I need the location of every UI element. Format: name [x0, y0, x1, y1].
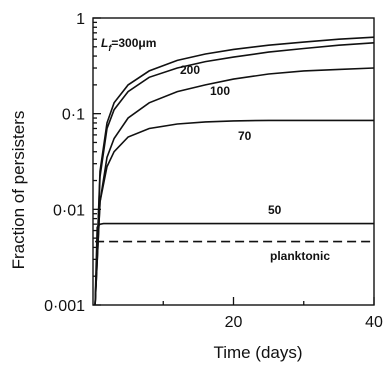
- y-tick-label: 0·001: [44, 298, 85, 315]
- x-tick-label: 20: [225, 314, 243, 331]
- series-line: [94, 36, 375, 306]
- series-label: 50: [268, 203, 282, 217]
- series-label-suffix: =300μm: [111, 36, 156, 50]
- series-label: 200: [180, 63, 200, 77]
- series-line: [94, 42, 375, 306]
- series-line: [94, 222, 374, 306]
- series-label: Lf=300μm: [101, 36, 156, 53]
- series-label: planktonic: [270, 249, 330, 263]
- series-line: [94, 119, 374, 306]
- series-label-prefix: L: [101, 36, 108, 50]
- series-line: [94, 67, 375, 306]
- plot-frame: [92, 17, 375, 306]
- y-axis-title: Fraction of persisters: [9, 111, 28, 270]
- series-label: 70: [238, 129, 252, 143]
- series-label-subscript: f: [108, 43, 112, 53]
- y-tick-label: 1: [76, 11, 85, 28]
- y-tick-label: 0·1: [62, 107, 85, 124]
- series-label: 100: [210, 84, 230, 98]
- x-axis-title: Time (days): [213, 343, 302, 362]
- y-tick-label: 0·01: [53, 202, 85, 219]
- x-tick-label: 40: [365, 314, 383, 331]
